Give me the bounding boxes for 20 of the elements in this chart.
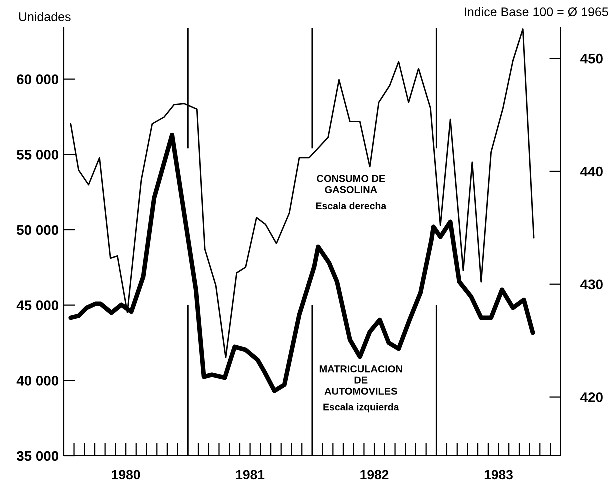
y-tick-label: 35 000 (16, 451, 59, 462)
y2-tick-label: 420 (580, 392, 603, 402)
x-tick-label: 1982 (360, 470, 389, 480)
x-tick-label: 1981 (236, 470, 265, 480)
y2-axis-title: Indice Base 100 = Ø 1965 (465, 7, 608, 17)
y2-tick-label: 430 (580, 280, 603, 290)
y-tick-label: 45 000 (16, 300, 59, 310)
series-label: MATRICULACION DE AUTOMOVILES (320, 366, 402, 395)
annotation: Escala izquierda (324, 404, 400, 413)
y-tick-label: 55 000 (17, 150, 59, 160)
y2-tick-label: 440 (580, 166, 603, 177)
x-tick-label: 1983 (484, 470, 513, 480)
annotation: Escala derecha (316, 202, 387, 210)
y-axis-title: Unidades (19, 12, 71, 22)
series-label: CONSUMO DE GASOLINA (317, 175, 386, 194)
x-tick-label: 1980 (112, 470, 140, 480)
y-tick-label: 60 000 (17, 74, 59, 85)
y-tick-label: 50 000 (17, 225, 59, 236)
y2-tick-label: 450 (580, 54, 603, 64)
y-tick-label: 40 000 (16, 376, 59, 386)
